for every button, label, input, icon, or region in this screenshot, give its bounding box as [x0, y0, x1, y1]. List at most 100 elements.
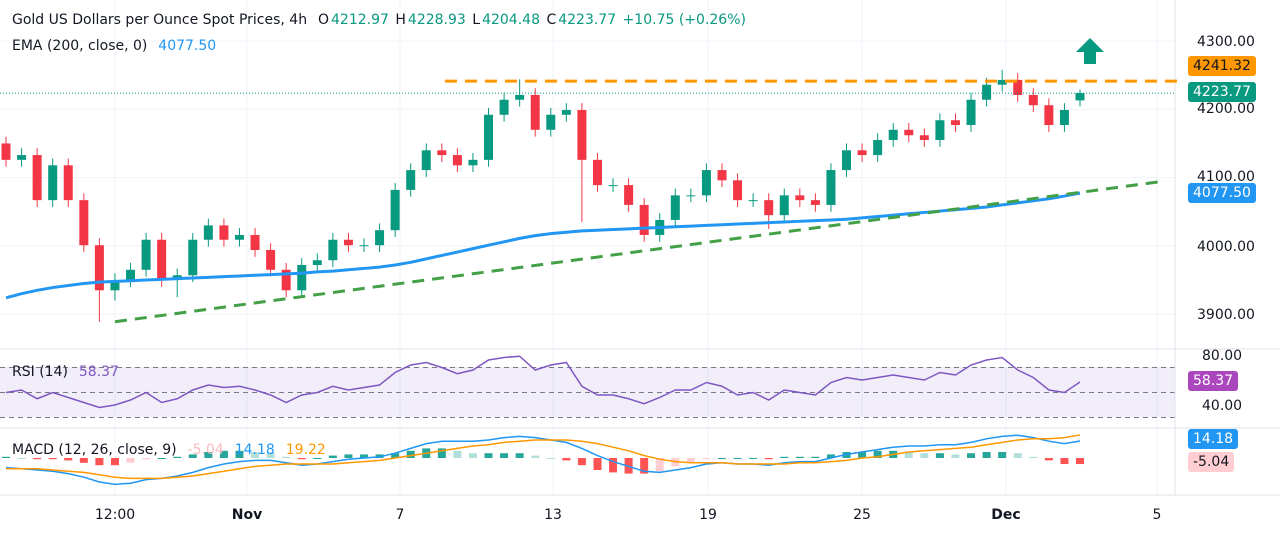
macd-histogram-bar — [531, 455, 540, 458]
macd-histogram-bar — [126, 458, 135, 463]
candle-body — [904, 129, 914, 136]
time-tick: Dec — [991, 507, 1020, 523]
time-tick: 5 — [1153, 507, 1162, 523]
macd-histogram-bar — [749, 458, 758, 459]
time-tick: 12:00 — [95, 507, 135, 523]
candle-body — [48, 165, 58, 201]
macd-histogram-bar — [173, 456, 182, 458]
macd-histogram-bar — [79, 458, 88, 463]
rsi-label: RSI (14) — [12, 364, 68, 380]
candle-body — [468, 159, 478, 166]
macd-histogram-bar — [157, 458, 166, 459]
candle-body — [888, 129, 898, 141]
macd-histogram-bar — [453, 450, 462, 458]
candle-body — [32, 155, 42, 201]
candle-body — [966, 99, 976, 126]
open-value: 4212.97 — [331, 12, 389, 28]
candle-body — [297, 265, 307, 291]
macd-histogram-bar — [110, 458, 119, 466]
macd-histogram-bar — [468, 453, 477, 458]
macd-line — [5, 434, 1081, 486]
ema-legend[interactable]: EMA (200, close, 0) 4077.50 — [12, 38, 218, 54]
candles — [1, 69, 1085, 322]
price-tick: 3900.00 — [1197, 307, 1255, 323]
macd-price-tag: 14.18 — [1188, 429, 1239, 449]
macd-histogram-bar — [764, 458, 773, 460]
candle-body — [17, 155, 27, 160]
candle-body — [577, 109, 587, 160]
macd-histogram-bar — [811, 456, 820, 458]
macd-histogram-bar — [64, 458, 73, 461]
candle-body — [810, 200, 820, 205]
candle-body — [110, 280, 120, 291]
candle-body — [484, 114, 494, 160]
macd-histogram-bar — [593, 458, 602, 470]
price-axis[interactable]: 4300.00 4200.00 4100.00 4000.00 3900.00 … — [1197, 34, 1255, 414]
macd-signal-value: 19.22 — [285, 442, 326, 458]
candle-body — [842, 150, 852, 171]
macd-histogram-bar — [235, 450, 244, 458]
macd-histogram-bar — [219, 450, 228, 458]
candle-body — [561, 109, 571, 115]
candle-body — [779, 195, 789, 216]
candle-body — [1075, 93, 1085, 101]
indicator-lines — [0, 79, 1178, 486]
macd-histogram-bar — [904, 452, 913, 458]
candle-body — [717, 170, 727, 181]
candle-body — [266, 249, 276, 270]
rsi-tick: 40.00 — [1202, 398, 1242, 414]
last-price-tag: 4223.77 — [1188, 82, 1256, 102]
rsi-price-tag: 58.37 — [1188, 371, 1239, 391]
macd-histogram-bar — [951, 454, 960, 458]
price-tick: 4100.00 — [1197, 169, 1255, 185]
candle-body — [390, 189, 400, 231]
ema-value: 4077.50 — [158, 38, 217, 54]
candle-body — [873, 140, 883, 156]
candle-body — [203, 225, 213, 240]
candle-body — [126, 269, 136, 281]
support-trendline — [114, 180, 1161, 324]
macd-legend[interactable]: MACD (12, 26, close, 9) -5.04 14.18 19.2… — [12, 442, 328, 458]
macd-histogram-bar — [437, 448, 446, 458]
macd-histogram-bar — [313, 458, 322, 459]
open-label: O — [317, 12, 330, 28]
candle-body — [343, 239, 353, 246]
price-tick: 4300.00 — [1197, 34, 1255, 50]
macd-histogram-bar — [702, 458, 711, 460]
macd-histogram-bar — [360, 454, 368, 458]
macd-histogram-bar — [17, 458, 26, 459]
candle-body — [1013, 79, 1023, 95]
macd-histogram-bar — [998, 452, 1007, 458]
macd-histogram-bar — [484, 453, 493, 458]
macd-histogram-bar — [562, 458, 571, 461]
macd-histogram-bar — [406, 450, 415, 458]
macd-histogram-bar — [826, 454, 835, 458]
candle-body — [452, 155, 462, 166]
macd-histogram-bar — [609, 458, 618, 473]
macd-histogram-bar — [873, 450, 882, 458]
macd-histogram-bar — [577, 458, 586, 466]
macd-histogram-bar — [515, 453, 524, 458]
macd-histogram-bar — [328, 455, 337, 458]
candle-body — [406, 170, 416, 190]
close-label: C — [546, 12, 557, 28]
candle-body — [499, 99, 509, 115]
candle-body — [826, 170, 836, 205]
macd-label: MACD (12, 26, close, 9) — [12, 442, 177, 458]
macd-histogram-bar — [967, 453, 976, 458]
macd-histogram-bar — [935, 453, 944, 458]
macd-histogram-bar — [920, 453, 929, 458]
candle-body — [141, 239, 151, 270]
macd-histogram-bar — [500, 453, 509, 458]
macd-histogram-bar — [266, 453, 275, 458]
time-tick: 19 — [699, 507, 717, 523]
candle-body — [219, 225, 229, 240]
time-tick: 13 — [544, 507, 562, 523]
rsi-legend[interactable]: RSI (14) 58.37 — [12, 364, 121, 380]
time-axis[interactable]: 12:00 Nov 7 13 19 25 Dec 5 — [95, 507, 1162, 523]
candle-body — [157, 239, 167, 281]
change-value: +10.75 (+0.26%) — [622, 12, 746, 28]
candle-body — [530, 94, 540, 130]
symbol-title: Gold US Dollars per Ounce Spot Prices, 4… — [12, 12, 308, 28]
